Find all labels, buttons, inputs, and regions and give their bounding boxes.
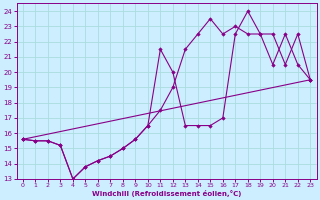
X-axis label: Windchill (Refroidissement éolien,°C): Windchill (Refroidissement éolien,°C): [92, 190, 241, 197]
